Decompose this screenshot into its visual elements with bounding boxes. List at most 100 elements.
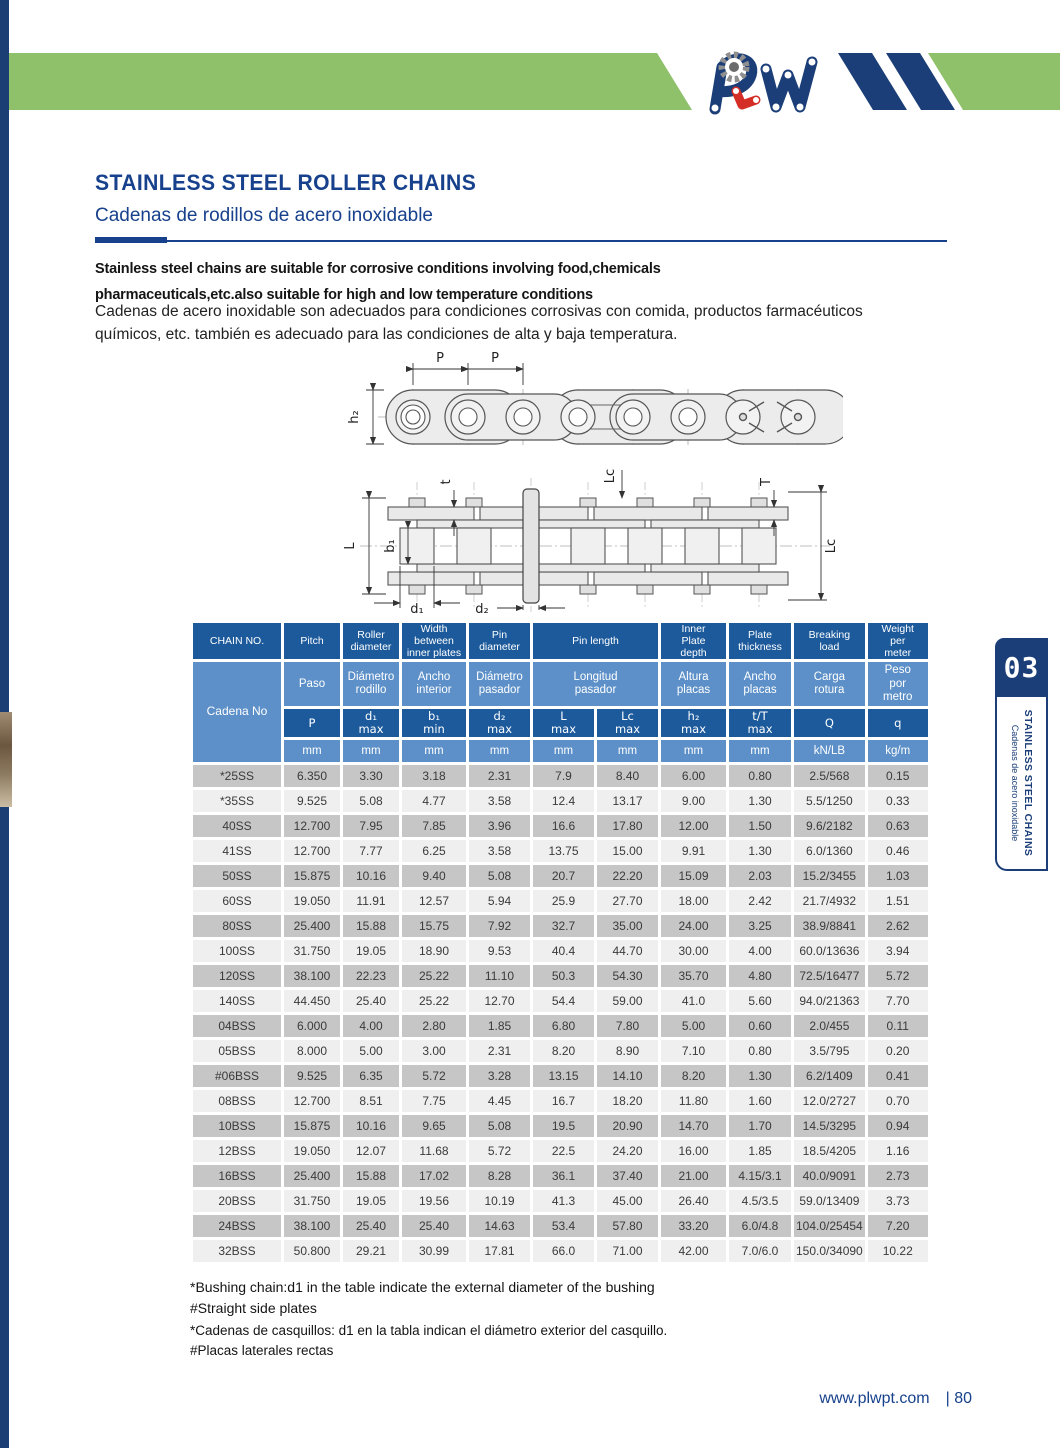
- unit-cell: mm: [533, 740, 594, 763]
- dim-label-T: T: [759, 478, 774, 487]
- value-cell: 7.70: [867, 990, 928, 1013]
- value-cell: 66.0: [533, 1240, 594, 1263]
- value-cell: 15.875: [284, 865, 340, 888]
- chain-no-cell: 60SS: [193, 890, 281, 913]
- value-cell: 1.85: [729, 1140, 791, 1163]
- value-cell: 4.00: [343, 1015, 399, 1038]
- unit-cell: mm: [597, 740, 658, 763]
- value-cell: 0.94: [867, 1115, 928, 1138]
- value-cell: 19.050: [284, 890, 340, 913]
- symbol-cell: d₁ max: [343, 709, 399, 738]
- value-cell: 3.58: [469, 840, 530, 863]
- value-cell: 94.0/21363: [794, 990, 865, 1013]
- table-row: *35SS 9.525 5.08 4.77 3.58 12.4 13.17 9.00 1.30 5…: [193, 790, 928, 813]
- value-cell: 59.0/13409: [794, 1190, 865, 1213]
- value-cell: 2.42: [729, 890, 791, 913]
- value-cell: 7.75: [402, 1090, 466, 1113]
- table-row: 12BSS 19.050 12.07 11.68 5.72 22.5 24.20 16.00 1…: [193, 1140, 928, 1163]
- table-row: 80SS 25.400 15.88 15.75 7.92 32.7 35.00 24.00 3.…: [193, 915, 928, 938]
- value-cell: 8.000: [284, 1040, 340, 1063]
- symbol-cell: P: [284, 709, 340, 738]
- value-cell: 8.20: [661, 1065, 726, 1088]
- value-cell: 14.70: [661, 1115, 726, 1138]
- chain-plan-view-diagram: L b₁ t Lc T Lc d₁ d₂: [343, 469, 839, 614]
- value-cell: 19.050: [284, 1140, 340, 1163]
- value-cell: 8.90: [597, 1040, 658, 1063]
- symbol-cell: b₁ min: [402, 709, 466, 738]
- value-cell: 21.7/4932: [794, 890, 865, 913]
- chain-no-cell: 50SS: [193, 865, 281, 888]
- value-cell: 53.4: [533, 1215, 594, 1238]
- value-cell: 42.00: [661, 1240, 726, 1263]
- symbol-cell: t/T max: [729, 709, 791, 738]
- value-cell: 44.70: [597, 940, 658, 963]
- value-cell: 104.0/25454: [794, 1215, 865, 1238]
- value-cell: 14.10: [597, 1065, 658, 1088]
- value-cell: 3.18: [402, 765, 466, 788]
- value-cell: 33.20: [661, 1215, 726, 1238]
- unit-cell: kN/LB: [794, 740, 865, 763]
- chain-no-cell: 05BSS: [193, 1040, 281, 1063]
- header-cell: Breaking load: [794, 623, 865, 660]
- value-cell: 5.08: [469, 1115, 530, 1138]
- dim-label-lc-top: Lc: [603, 469, 618, 483]
- value-cell: 2.31: [469, 765, 530, 788]
- header-cell: Diámetro rodillo: [343, 662, 399, 707]
- value-cell: 32.7: [533, 915, 594, 938]
- value-cell: 10.16: [343, 865, 399, 888]
- value-cell: 150.0/34090: [794, 1240, 865, 1263]
- value-cell: 27.70: [597, 890, 658, 913]
- value-cell: 7.92: [469, 915, 530, 938]
- value-cell: 10.16: [343, 1115, 399, 1138]
- table-row: 50SS 15.875 10.16 9.40 5.08 20.7 22.20 15.09 2.0…: [193, 865, 928, 888]
- logo-letter-w: [760, 56, 818, 113]
- dim-label-h2: h₂: [347, 410, 362, 423]
- value-cell: 25.400: [284, 1165, 340, 1188]
- value-cell: 11.80: [661, 1090, 726, 1113]
- chain-no-cell: 24BSS: [193, 1215, 281, 1238]
- plw-logo: [709, 51, 818, 115]
- unit-cell: mm: [402, 740, 466, 763]
- table-row: 40SS 12.700 7.95 7.85 3.96 16.6 17.80 12.00 1.50…: [193, 815, 928, 838]
- description-spanish: Cadenas de acero inoxidable son adecuado…: [95, 303, 863, 343]
- section-title-vertical: STAINLESS STEEL CHAINS: [1021, 709, 1034, 857]
- value-cell: 1.51: [867, 890, 928, 913]
- table-row: 08BSS 12.700 8.51 7.75 4.45 16.7 18.20 11.80 1.6…: [193, 1090, 928, 1113]
- value-cell: 15.00: [597, 840, 658, 863]
- value-cell: 0.15: [867, 765, 928, 788]
- value-cell: 45.00: [597, 1190, 658, 1213]
- header-cell: Width between inner plates: [402, 623, 466, 660]
- table-row: 140SS 44.450 25.40 25.22 12.70 54.4 59.00 41.0 5…: [193, 990, 928, 1013]
- header-cell: Peso por metro: [867, 662, 928, 707]
- value-cell: 3.73: [867, 1190, 928, 1213]
- header-cell: Pitch: [284, 623, 340, 660]
- value-cell: 0.80: [729, 765, 791, 788]
- value-cell: 25.9: [533, 890, 594, 913]
- header-cell: CHAIN NO.: [193, 623, 281, 660]
- value-cell: 8.40: [597, 765, 658, 788]
- value-cell: 9.65: [402, 1115, 466, 1138]
- value-cell: 11.10: [469, 965, 530, 988]
- value-cell: 5.72: [402, 1065, 466, 1088]
- chain-no-cell: 32BSS: [193, 1240, 281, 1263]
- dim-label-p2: P: [491, 351, 499, 366]
- table-row: 24BSS 38.100 25.40 25.40 14.63 53.4 57.80 33.20…: [193, 1215, 928, 1238]
- value-cell: 2.0/455: [794, 1015, 865, 1038]
- value-cell: 25.400: [284, 915, 340, 938]
- description-english: Stainless steel chains are suitable for …: [95, 261, 661, 303]
- value-cell: 25.22: [402, 990, 466, 1013]
- value-cell: 35.00: [597, 915, 658, 938]
- value-cell: 4.77: [402, 790, 466, 813]
- symbol-cell: h₂ max: [661, 709, 726, 738]
- dim-label-lc-right: Lc: [824, 539, 839, 553]
- header-cell: Weight per meter: [867, 623, 928, 660]
- value-cell: 57.80: [597, 1215, 658, 1238]
- value-cell: 40.4: [533, 940, 594, 963]
- value-cell: 20.90: [597, 1115, 658, 1138]
- value-cell: 16.6: [533, 815, 594, 838]
- value-cell: 0.63: [867, 815, 928, 838]
- table-row: 60SS 19.050 11.91 12.57 5.94 25.9 27.70 18.00 2.…: [193, 890, 928, 913]
- footer-url[interactable]: www.plwpt.com: [819, 1390, 930, 1407]
- title-divider-line: [95, 240, 947, 242]
- value-cell: 9.91: [661, 840, 726, 863]
